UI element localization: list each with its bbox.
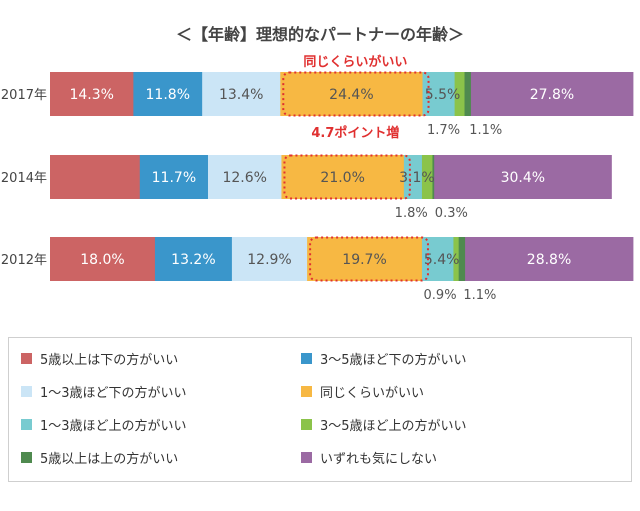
highlight-box-2 xyxy=(309,236,429,282)
legend-item-3: 同じくらいがいい xyxy=(301,381,424,401)
data-label-2-1: 13.2% xyxy=(171,252,215,268)
legend-label: 5歳以上は下の方がいい xyxy=(40,352,179,368)
bar-segment-0-5 xyxy=(454,72,465,116)
category-label-0: 2017年 xyxy=(1,88,47,103)
legend-swatch xyxy=(21,451,32,463)
data-label-1-7: 30.4% xyxy=(501,170,545,186)
below-label-1-1: 0.3% xyxy=(435,206,468,221)
legend-label: 3〜5歳ほど上の方がいい xyxy=(320,418,467,434)
bar-segment-2-5 xyxy=(453,237,460,281)
bar-segment-1-3 xyxy=(281,155,405,199)
bar-segment-0-2 xyxy=(202,72,281,116)
bar-segment-0-0 xyxy=(50,72,134,116)
highlight-box-0 xyxy=(282,71,430,117)
data-label-2-3: 19.7% xyxy=(342,252,386,268)
legend-swatch xyxy=(301,352,312,364)
data-label-0-4: 5.5% xyxy=(425,87,461,103)
bar-segment-1-0 xyxy=(50,155,141,199)
bar-segment-1-5 xyxy=(421,155,433,199)
bar-segment-2-7 xyxy=(465,237,634,281)
bar-segment-2-0 xyxy=(50,237,156,281)
bar-segment-0-7 xyxy=(470,72,634,116)
below-label-0-0: 1.7% xyxy=(427,123,460,138)
data-label-0-3: 24.4% xyxy=(329,87,373,103)
below-label-2-1: 1.1% xyxy=(463,288,496,303)
bar-segment-1-2 xyxy=(207,155,282,199)
legend-swatch xyxy=(21,385,32,397)
legend-item-0: 5歳以上は下の方がいい xyxy=(21,348,178,368)
data-label-1-2: 12.6% xyxy=(222,170,266,186)
legend-swatch xyxy=(301,451,312,463)
legend-item-7: いずれも気にしない xyxy=(301,447,437,467)
bar-segment-0-4 xyxy=(422,72,456,116)
annotation-same-age: 同じくらいがいい xyxy=(303,54,407,70)
bar-segment-1-4 xyxy=(403,155,423,199)
bar-segment-1-6 xyxy=(432,155,435,199)
bar-segment-1-1 xyxy=(139,155,209,199)
legend-label: 同じくらいがいい xyxy=(320,385,425,401)
legend-item-2: 1〜3歳ほど下の方がいい xyxy=(21,381,187,401)
data-label-0-2: 13.4% xyxy=(219,87,263,103)
below-label-2-0: 0.9% xyxy=(424,288,457,303)
legend: 5歳以上は下の方がいい 3〜5歳ほど下の方がいい 1〜3歳ほど下の方がいい 同じくらい… xyxy=(8,337,632,482)
legend-item-4: 1〜3歳ほど上の方がいい xyxy=(21,414,187,434)
bar-segment-2-6 xyxy=(458,237,466,281)
data-label-1-4: 3.1% xyxy=(399,170,435,186)
category-label-1: 2014年 xyxy=(1,171,47,186)
below-label-1-0: 1.8% xyxy=(395,206,428,221)
data-label-2-4: 5.4% xyxy=(424,252,460,268)
category-label-2: 2012年 xyxy=(1,253,47,268)
data-label-2-2: 12.9% xyxy=(247,252,291,268)
bar-segment-0-1 xyxy=(133,72,203,116)
data-label-1-1: 11.7% xyxy=(152,170,196,186)
legend-label: 1〜3歳ほど上の方がいい xyxy=(40,418,187,434)
below-label-0-1: 1.1% xyxy=(469,123,502,138)
legend-swatch xyxy=(301,418,312,430)
legend-label: いずれも気にしない xyxy=(320,451,438,467)
data-label-2-7: 28.8% xyxy=(527,252,571,268)
highlight-box-1 xyxy=(283,154,411,200)
data-label-1-3: 21.0% xyxy=(320,170,364,186)
legend-item-1: 3〜5歳ほど下の方がいい xyxy=(301,348,467,368)
legend-label: 5歳以上は上の方がいい xyxy=(40,451,179,467)
bar-segment-0-6 xyxy=(464,72,472,116)
legend-swatch xyxy=(301,385,312,397)
data-label-0-1: 11.8% xyxy=(146,87,190,103)
legend-item-5: 3〜5歳ほど上の方がいい xyxy=(301,414,467,434)
legend-swatch xyxy=(21,352,32,364)
legend-swatch xyxy=(21,418,32,430)
legend-label: 1〜3歳ほど下の方がいい xyxy=(40,385,187,401)
bar-segment-0-3 xyxy=(280,72,423,116)
data-label-0-7: 27.8% xyxy=(530,87,574,103)
data-label-0-0: 14.3% xyxy=(69,87,113,103)
bar-segment-2-1 xyxy=(154,237,233,281)
bar-segment-1-7 xyxy=(434,155,612,199)
legend-item-6: 5歳以上は上の方がいい xyxy=(21,447,178,467)
data-label-2-0: 18.0% xyxy=(80,252,124,268)
bar-segment-2-2 xyxy=(231,237,308,281)
legend-label: 3〜5歳ほど下の方がいい xyxy=(320,352,467,368)
chart-title: ＜【年齢】理想的なパートナーの年齢＞ xyxy=(176,25,464,44)
bar-segment-2-3 xyxy=(307,237,423,281)
annotation-increase: 4.7ポイント増 xyxy=(311,125,399,141)
